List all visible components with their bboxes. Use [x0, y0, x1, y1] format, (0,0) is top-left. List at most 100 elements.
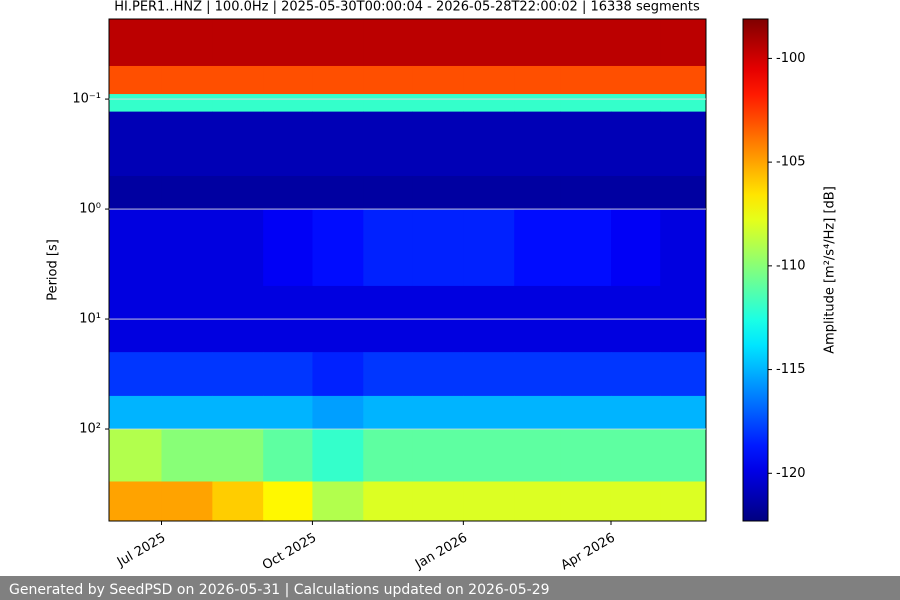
heatmap-cell — [363, 429, 413, 482]
heatmap-cell — [412, 175, 464, 210]
heatmap-cell — [263, 111, 313, 177]
heatmap-cell — [560, 481, 612, 522]
heatmap-cell — [212, 111, 264, 177]
heatmap-cell — [610, 481, 661, 522]
heatmap-cell — [212, 175, 264, 210]
heatmap-cell — [263, 94, 313, 113]
heatmap-cell — [312, 395, 364, 430]
heatmap-cell — [412, 429, 464, 482]
heatmap-cell — [514, 395, 561, 430]
heatmap-cell — [412, 209, 464, 287]
heatmap-cell — [212, 352, 264, 397]
colorbar-tick-label: -120 — [776, 466, 806, 481]
heatmap-cell — [660, 352, 707, 397]
heatmap-cell — [312, 94, 364, 113]
heatmap-cell — [212, 429, 264, 482]
heatmap-cell — [610, 429, 661, 482]
heatmap-cell — [312, 481, 364, 522]
heatmap-cell — [161, 429, 213, 482]
heatmap-cell — [312, 352, 364, 397]
heatmap-cell — [312, 19, 364, 67]
heatmap-cell — [514, 111, 561, 177]
heatmap-cell — [263, 175, 313, 210]
y-tick-label: 10² — [79, 422, 101, 437]
heatmap-cell — [161, 209, 213, 287]
heatmap-cell — [161, 65, 213, 95]
heatmap-cell — [560, 65, 612, 95]
heatmap-cell — [560, 175, 612, 210]
heatmap-cell — [560, 209, 612, 287]
heatmap-cell — [660, 209, 707, 287]
heatmap-cell — [161, 352, 213, 397]
heatmap-cell — [109, 352, 162, 397]
heatmap-cell — [312, 65, 364, 95]
heatmap-cell — [660, 19, 707, 67]
heatmap-cell — [514, 352, 561, 397]
heatmap-cell — [363, 175, 413, 210]
heatmap-cell — [161, 175, 213, 210]
heatmap-cell — [161, 94, 213, 113]
heatmap-cell — [463, 481, 515, 522]
heatmap-cell — [161, 111, 213, 177]
heatmap-cell — [463, 65, 515, 95]
heatmap-cell — [412, 395, 464, 430]
heatmap-cell — [109, 94, 162, 113]
heatmap-cell — [660, 481, 707, 522]
heatmap-cell — [212, 395, 264, 430]
heatmap-cell — [560, 111, 612, 177]
heatmap-cell — [412, 352, 464, 397]
colorbar-label: Amplitude [m²/s⁴/Hz] [dB] — [823, 186, 838, 354]
heatmap-cell — [463, 175, 515, 210]
heatmap-cell — [312, 175, 364, 210]
heatmap-cell — [109, 429, 162, 482]
heatmap-cell — [660, 111, 707, 177]
heatmap-cell — [212, 19, 264, 67]
heatmap-cell — [610, 395, 661, 430]
footer-text: Generated by SeedPSD on 2026-05-31 | Cal… — [9, 582, 550, 598]
heatmap-cell — [463, 352, 515, 397]
y-axis-label: Period [s] — [46, 239, 61, 301]
heatmap-cell — [109, 19, 162, 67]
heatmap-cell — [660, 395, 707, 430]
heatmap-cell — [212, 94, 264, 113]
heatmap-cell — [610, 111, 661, 177]
heatmap-cell — [363, 481, 413, 522]
heatmap-cell — [463, 395, 515, 430]
heatmap-cell — [412, 19, 464, 67]
heatmap-cell — [263, 352, 313, 397]
heatmap-cell — [263, 481, 313, 522]
heatmap-cell — [463, 19, 515, 67]
heatmap-cell — [514, 209, 561, 287]
heatmap-cell — [109, 209, 162, 287]
heatmap-cell — [610, 209, 661, 287]
chart-title: HI.PER1..HNZ | 100.0Hz | 2025-05-30T00:0… — [114, 0, 700, 15]
heatmap-cell — [560, 94, 612, 113]
heatmap-cell — [212, 481, 264, 522]
heatmap-cell — [560, 352, 612, 397]
heatmap — [109, 19, 707, 522]
heatmap-cell — [610, 19, 661, 67]
heatmap-cell — [610, 175, 661, 210]
heatmap-cell — [514, 481, 561, 522]
heatmap-cell — [514, 94, 561, 113]
heatmap-cell — [514, 65, 561, 95]
heatmap-cell — [412, 94, 464, 113]
heatmap-cell — [212, 65, 264, 95]
heatmap-cell — [363, 352, 413, 397]
colorbar-tick-label: -105 — [776, 155, 806, 170]
heatmap-cell — [412, 111, 464, 177]
heatmap-cell — [263, 209, 313, 287]
y-tick-label: 10¹ — [79, 312, 101, 327]
heatmap-cell — [212, 209, 264, 287]
heatmap-cell — [610, 352, 661, 397]
heatmap-cell — [363, 65, 413, 95]
heatmap-cell — [109, 395, 162, 430]
heatmap-cell — [263, 395, 313, 430]
heatmap-cell — [363, 19, 413, 67]
colorbar-tick-label: -115 — [776, 362, 806, 377]
plot-frame — [108, 18, 707, 522]
heatmap-cell — [660, 65, 707, 95]
heatmap-cell — [109, 481, 162, 522]
heatmap-cell — [312, 111, 364, 177]
heatmap-cell — [514, 19, 561, 67]
